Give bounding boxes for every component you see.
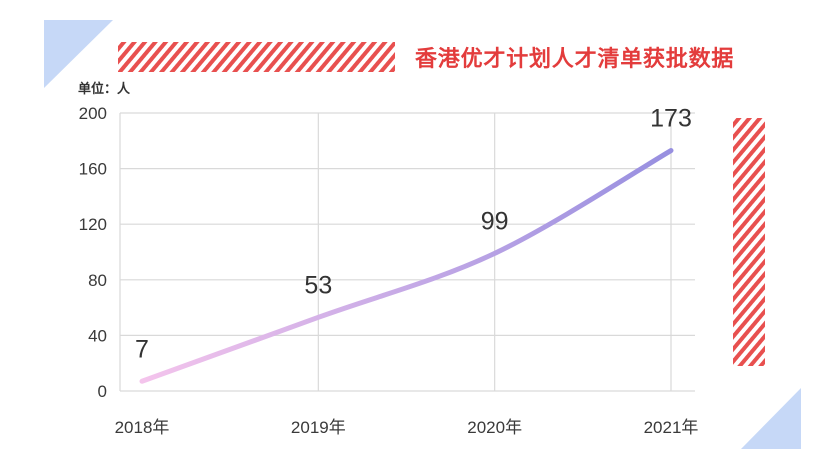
y-tick-label: 80 [88, 271, 107, 290]
x-tick-label: 2021年 [644, 418, 699, 437]
x-axis-labels: 2018年 2019年 2020年 2021年 [115, 418, 699, 437]
corner-triangle-bottom-right [741, 388, 801, 449]
data-labels: 7 53 99 173 [135, 105, 692, 364]
corner-triangle-top-left [44, 20, 113, 88]
y-tick-label: 160 [79, 160, 107, 179]
y-tick-label: 40 [88, 326, 107, 345]
series-line [139, 148, 674, 384]
x-tick-label: 2020年 [467, 418, 522, 437]
y-tick-label: 200 [79, 104, 107, 123]
y-axis-unit-label: 单位：人 [78, 81, 131, 96]
stripe-band-top [118, 42, 395, 72]
x-tick-label: 2019年 [291, 418, 346, 437]
grid [119, 112, 695, 392]
stripe-band-right [733, 118, 765, 366]
chart-title: 香港优才计划人才清单获批数据 [415, 46, 734, 71]
data-label: 173 [650, 105, 692, 133]
y-tick-label: 120 [79, 215, 107, 234]
y-tick-label: 0 [98, 382, 107, 401]
data-label: 7 [135, 335, 149, 363]
x-tick-label: 2018年 [115, 418, 170, 437]
series-line-group [139, 148, 674, 384]
data-label: 99 [481, 207, 509, 235]
y-axis-ticks: 0 40 80 120 160 200 [79, 104, 107, 401]
data-label: 53 [304, 271, 332, 299]
